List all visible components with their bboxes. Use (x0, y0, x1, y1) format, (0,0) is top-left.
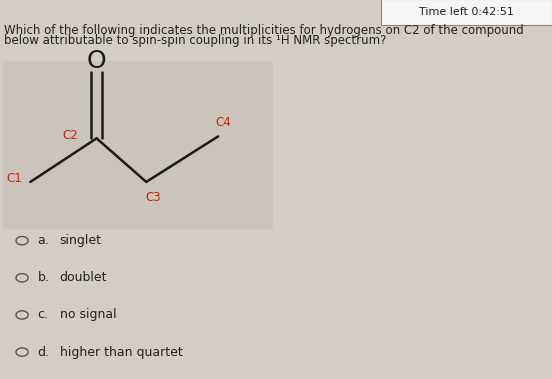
Text: C4: C4 (216, 116, 231, 128)
Text: singlet: singlet (60, 234, 102, 247)
Text: Which of the following indicates the multiplicities for hydrogens on C2 of the c: Which of the following indicates the mul… (4, 24, 524, 37)
Text: no signal: no signal (60, 309, 116, 321)
Text: higher than quartet: higher than quartet (60, 346, 182, 359)
FancyBboxPatch shape (381, 0, 552, 25)
Text: Time left 0:42:51: Time left 0:42:51 (419, 7, 514, 17)
Text: c.: c. (38, 309, 49, 321)
Text: below attributable to spin-spin coupling in its ¹H NMR spectrum?: below attributable to spin-spin coupling… (4, 34, 387, 47)
Text: b.: b. (38, 271, 50, 284)
FancyBboxPatch shape (3, 61, 273, 229)
Text: C2: C2 (62, 129, 78, 142)
Text: doublet: doublet (60, 271, 107, 284)
Text: C1: C1 (6, 172, 22, 185)
Text: O: O (87, 49, 107, 74)
Text: a.: a. (38, 234, 49, 247)
Text: C3: C3 (145, 191, 161, 204)
Text: d.: d. (38, 346, 50, 359)
